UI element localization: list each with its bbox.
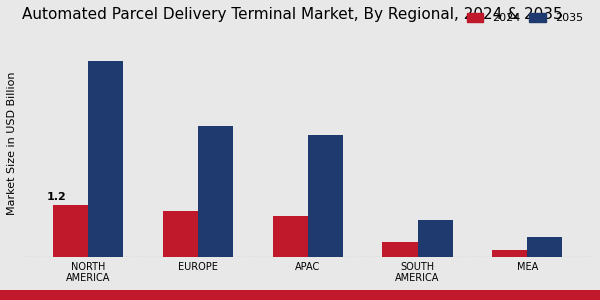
Bar <box>198 126 233 257</box>
Bar <box>382 242 418 257</box>
Bar <box>418 220 452 257</box>
Bar <box>308 135 343 257</box>
Bar <box>53 205 88 257</box>
Bar <box>88 61 124 257</box>
Bar <box>527 237 562 257</box>
Text: 1.2: 1.2 <box>47 192 67 203</box>
Y-axis label: Market Size in USD Billion: Market Size in USD Billion <box>7 72 17 215</box>
Legend: 2024, 2035: 2024, 2035 <box>462 8 587 28</box>
Text: Automated Parcel Delivery Terminal Market, By Regional, 2024 & 2035: Automated Parcel Delivery Terminal Marke… <box>23 7 563 22</box>
Bar <box>163 211 198 257</box>
Bar <box>492 250 527 257</box>
Bar <box>272 215 308 257</box>
